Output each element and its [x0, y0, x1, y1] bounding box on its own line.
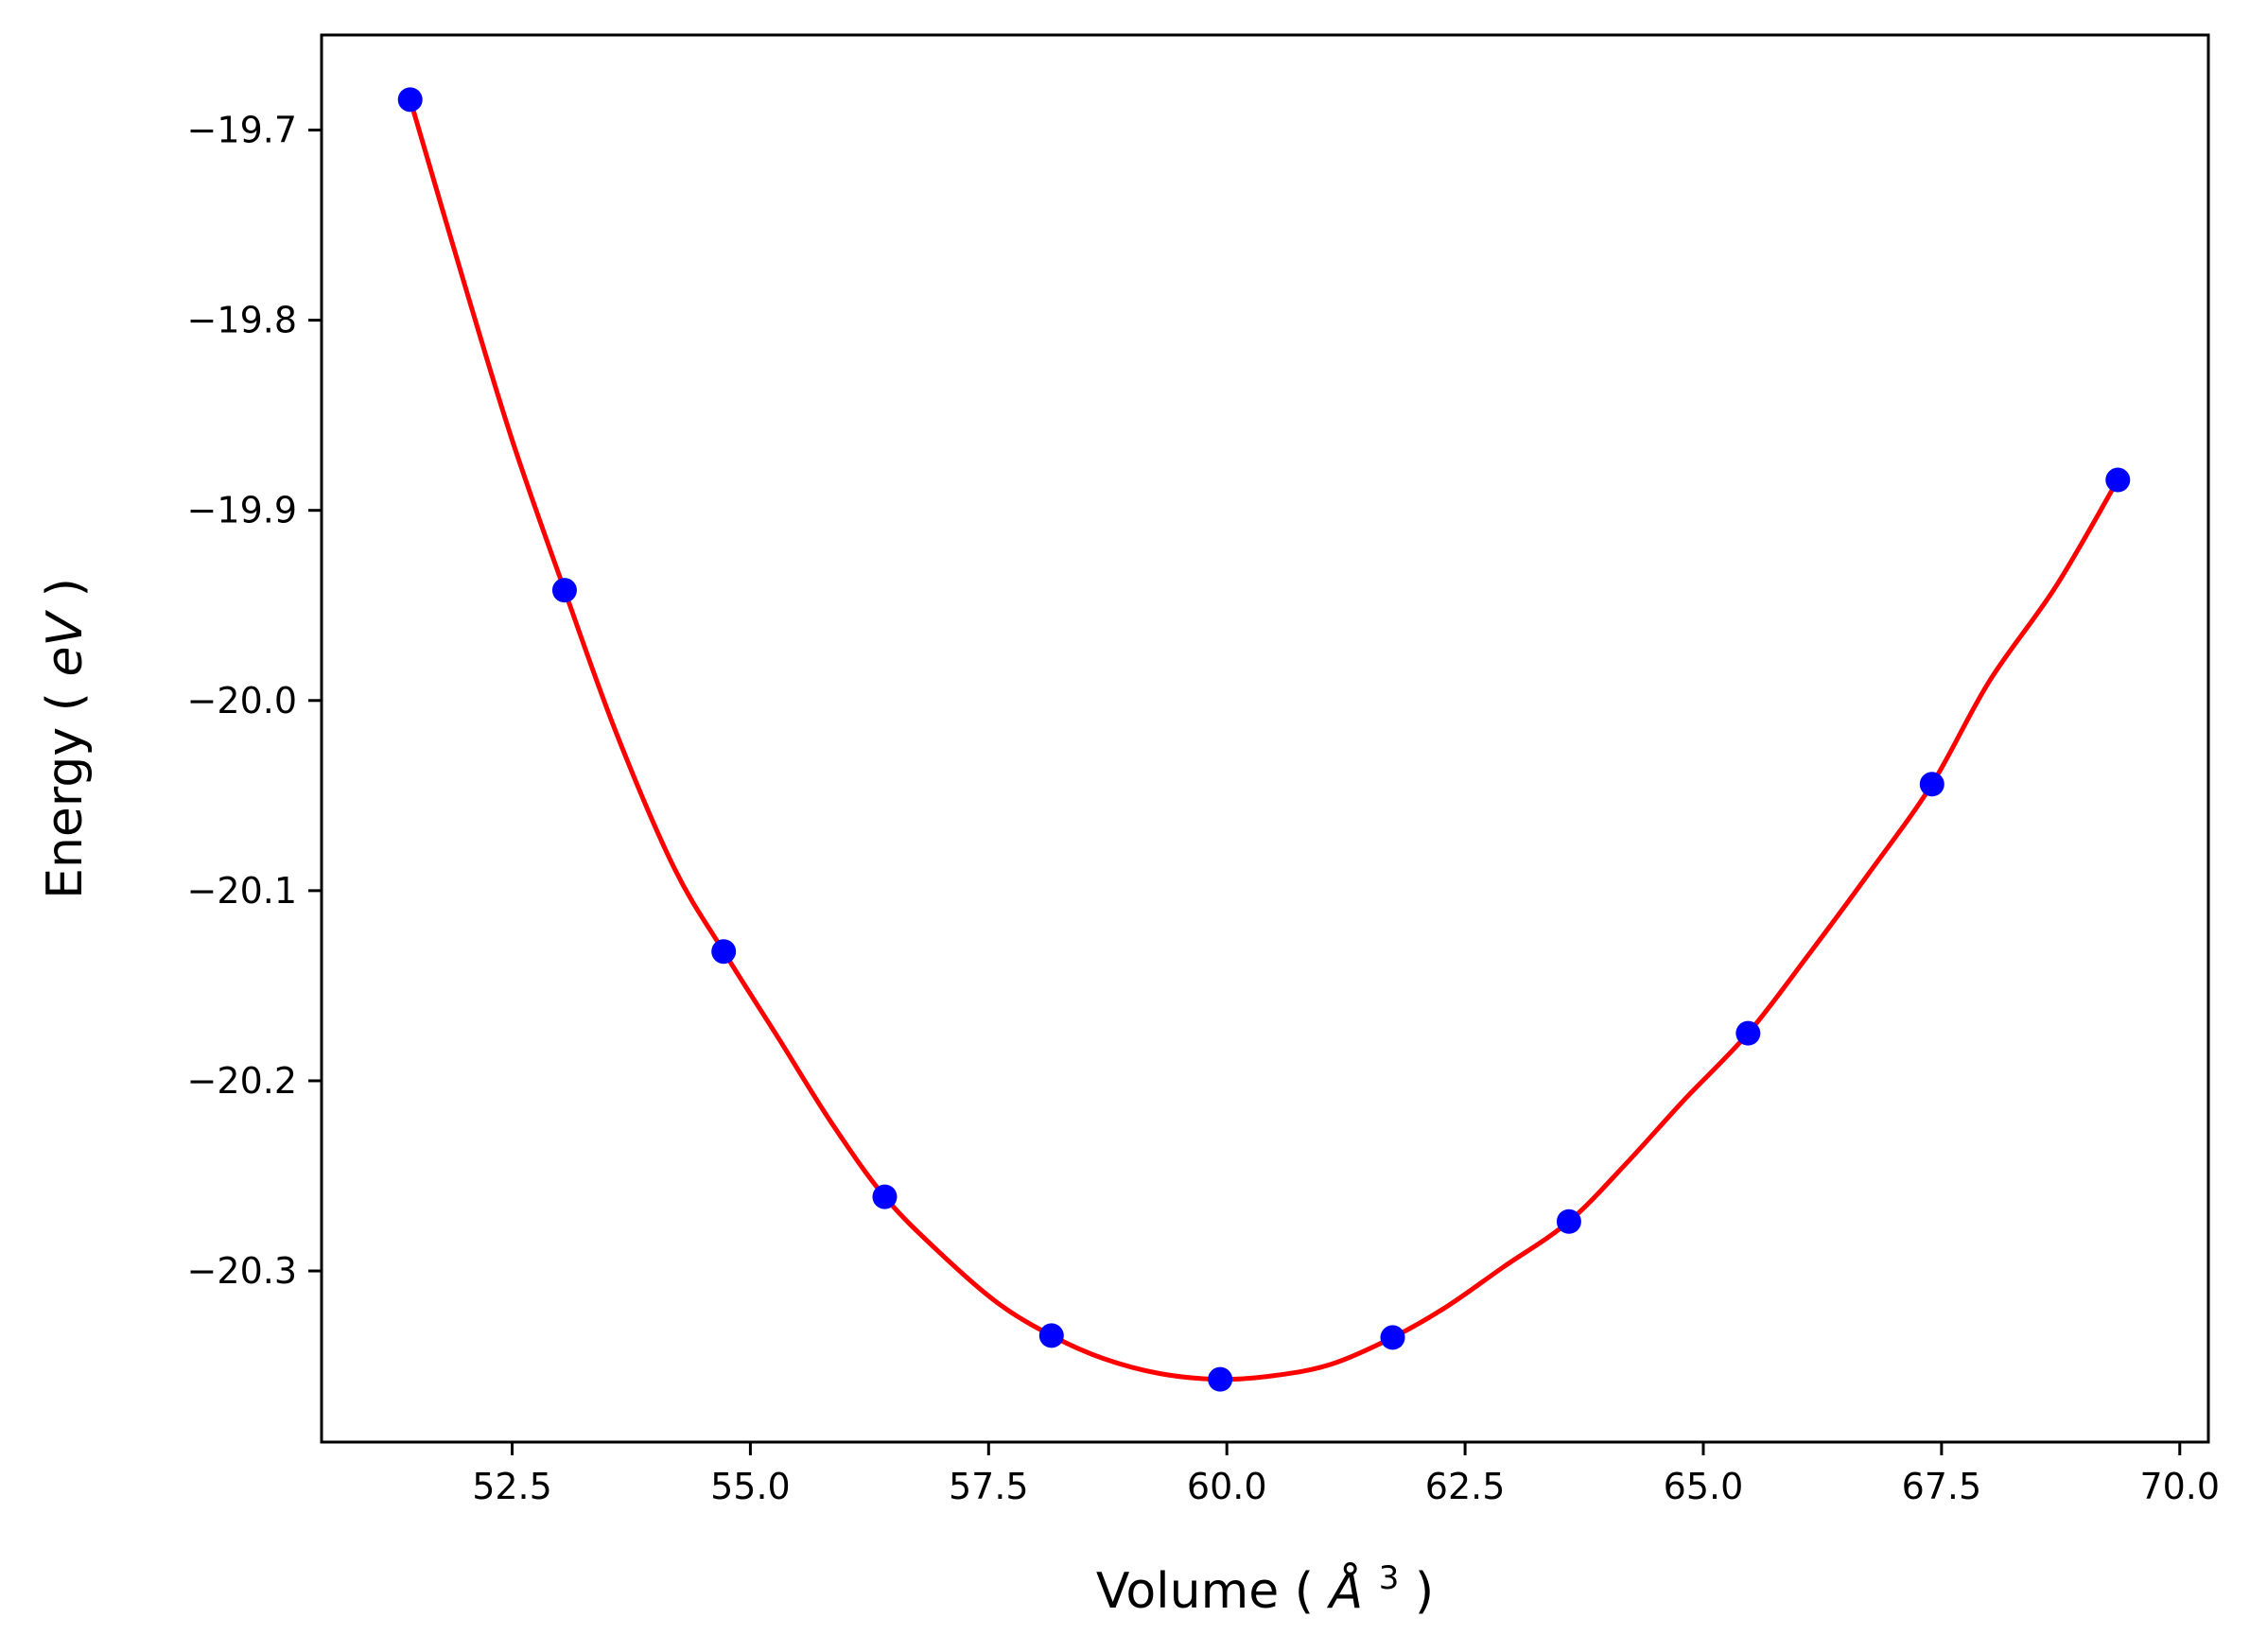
- y-axis-label: Energy ( eV ): [37, 578, 94, 899]
- data-point: [1556, 1209, 1581, 1234]
- y-tick-label: −20.3: [187, 1250, 297, 1292]
- y-tick-label: −20.2: [187, 1060, 297, 1102]
- y-axis-label-unit: eV: [37, 610, 94, 677]
- y-axis-label-open: (: [37, 692, 94, 711]
- data-point: [1919, 772, 1944, 797]
- y-tick-label: −20.0: [187, 680, 297, 722]
- fit-curve-line: [408, 98, 2120, 1382]
- x-axis-label-exponent: 3: [1379, 1559, 1400, 1597]
- x-tick-label: 67.5: [1902, 1466, 1982, 1507]
- x-tick-label: 65.0: [1664, 1466, 1744, 1507]
- x-tick-label: 57.5: [949, 1466, 1029, 1507]
- y-axis-ticks: −19.7 −19.8 −19.9 −20.0 −20.1 −20.2 −20.3: [187, 110, 322, 1292]
- y-tick-label: −20.1: [187, 870, 297, 912]
- y-tick-label: −19.9: [187, 490, 297, 531]
- data-point: [397, 87, 423, 113]
- x-axis-label-open: (: [1295, 1563, 1314, 1620]
- y-tick-label: −19.8: [187, 300, 297, 341]
- x-tick-label: 52.5: [472, 1466, 552, 1507]
- series-layer: [397, 87, 2131, 1392]
- x-axis-label-close: ): [1415, 1563, 1434, 1620]
- data-point: [1380, 1325, 1405, 1350]
- x-axis-label-unit: Å: [1327, 1561, 1364, 1620]
- x-tick-label: 70.0: [2139, 1466, 2220, 1507]
- y-axis-label-close: ): [37, 578, 94, 597]
- y-tick-label: −19.7: [187, 110, 297, 151]
- data-point: [551, 578, 577, 603]
- data-point: [1038, 1323, 1064, 1348]
- y-axis-label-text: Energy: [37, 727, 94, 899]
- x-tick-label: 60.0: [1187, 1466, 1267, 1507]
- data-point: [711, 939, 737, 965]
- axes-frame: [320, 33, 2210, 1444]
- x-axis-label: Volume ( Å 3 ): [1096, 1544, 1434, 1620]
- data-point: [1208, 1366, 1233, 1392]
- data-point: [872, 1184, 898, 1209]
- x-tick-label: 62.5: [1425, 1466, 1506, 1507]
- x-tick-label: 55.0: [710, 1466, 791, 1507]
- x-axis-ticks: 52.5 55.0 57.5 60.0 62.5 65.0 67.5 70.0: [472, 1442, 2220, 1507]
- data-point: [1735, 1020, 1761, 1046]
- data-point: [2105, 467, 2131, 493]
- x-axis-label-text: Volume: [1096, 1563, 1279, 1620]
